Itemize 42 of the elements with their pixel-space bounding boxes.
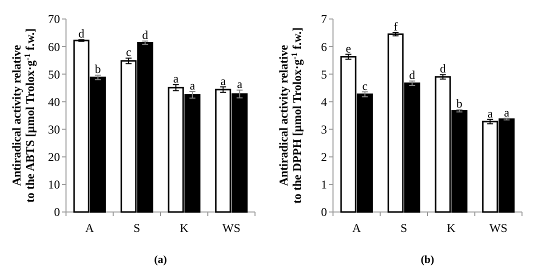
text: (b) [420, 254, 435, 266]
x-tick-label: WS [222, 221, 240, 235]
y-tick-label: 70 [48, 12, 60, 26]
y-tick-label: 5 [321, 67, 327, 82]
annotation: d [440, 62, 446, 76]
x-tick-label: A [352, 221, 362, 235]
y-tick-label: 2 [321, 150, 327, 164]
annotation: d [142, 28, 148, 42]
x-tick-label: S [400, 221, 408, 235]
x-tick-label: WS [489, 221, 508, 235]
annotation: f [394, 20, 398, 34]
annotation: a [173, 72, 180, 86]
x-tick-label: S [134, 221, 140, 235]
annotation: b [94, 62, 101, 76]
y-tick-label: 4 [321, 94, 327, 109]
annotation: d [409, 68, 416, 82]
x-tick-label: K [446, 221, 456, 235]
text: (a) [154, 254, 168, 266]
annotation: a [190, 78, 196, 93]
y-tick-label: 10 [48, 178, 60, 192]
x-tick-label: K [180, 221, 189, 235]
y-tick-label: 3 [321, 122, 327, 136]
y-tick-label: 30 [48, 122, 60, 136]
y-tick-label: 0 [54, 205, 60, 220]
y-tick-label: 50 [48, 67, 60, 82]
y-tick-label: 0 [321, 205, 327, 220]
annotation: d [78, 26, 84, 41]
x-tick-label: A [85, 221, 94, 235]
y-tick-label: 60 [48, 40, 60, 54]
annotation: a [487, 106, 494, 120]
annotation: a [220, 74, 226, 88]
annotation: c [362, 78, 368, 93]
y-tick-label: 7 [321, 12, 327, 26]
y-tick-label: 1 [321, 178, 327, 192]
annotation: e [346, 41, 352, 56]
annotation: a [236, 77, 243, 92]
annotation: a [504, 105, 510, 120]
annotation: c [126, 45, 132, 60]
y-tick-label: 40 [48, 94, 60, 109]
annotation: b [456, 96, 462, 111]
y-tick-label: 20 [48, 150, 60, 164]
y-tick-label: 6 [321, 40, 327, 54]
